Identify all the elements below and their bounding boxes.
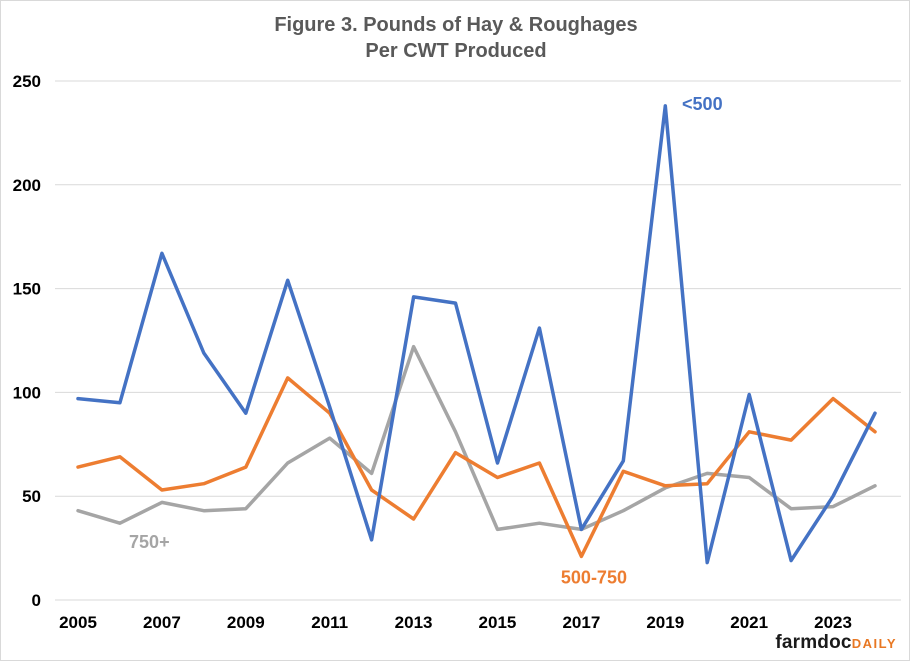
series-line-750+ [76,344,877,532]
x-tick-label: 2005 [59,613,97,632]
x-axis-tick-labels: 2005 2007 2009 2011 2013 2015 2017 2019 2021 2023 [59,613,852,632]
x-tick-label: 2023 [814,613,852,632]
x-tick-label: 2017 [562,613,600,632]
x-tick-label: 2007 [143,613,181,632]
x-tick-label: 2013 [395,613,433,632]
x-tick-label: 2019 [646,613,684,632]
chart-title-line-1: Figure 3. Pounds of Hay & Roughages [274,14,637,36]
x-tick-label: 2021 [730,613,768,632]
y-tick-label: 50 [22,487,41,506]
series-line-500-750 [76,376,877,559]
x-tick-label: 2011 [311,613,348,632]
logo-main-text: farmdoc [775,632,852,653]
y-tick-label: 250 [13,72,41,91]
logo-sub-text: DAILY [851,636,897,651]
y-tick-label: 200 [13,176,41,195]
series-line-<500 [76,104,877,565]
x-tick-label: 2009 [227,613,265,632]
y-tick-label: 0 [32,591,41,610]
x-tick-label: 2015 [479,613,517,632]
farmdoc-daily-logo: farmdocDAILY [775,632,897,654]
y-axis-tick-labels: 0 50 100 150 200 250 [13,72,41,610]
series-labels: <500 500-750 750+ [129,94,723,587]
y-tick-label: 150 [13,280,41,299]
series-label: 750+ [129,532,170,552]
series-lines [76,104,877,565]
series-label: 500-750 [561,567,627,587]
chart-title-line-2: Per CWT Produced [365,40,546,62]
series-label: <500 [682,94,723,114]
gridlines [55,80,901,601]
y-tick-label: 100 [13,383,41,402]
